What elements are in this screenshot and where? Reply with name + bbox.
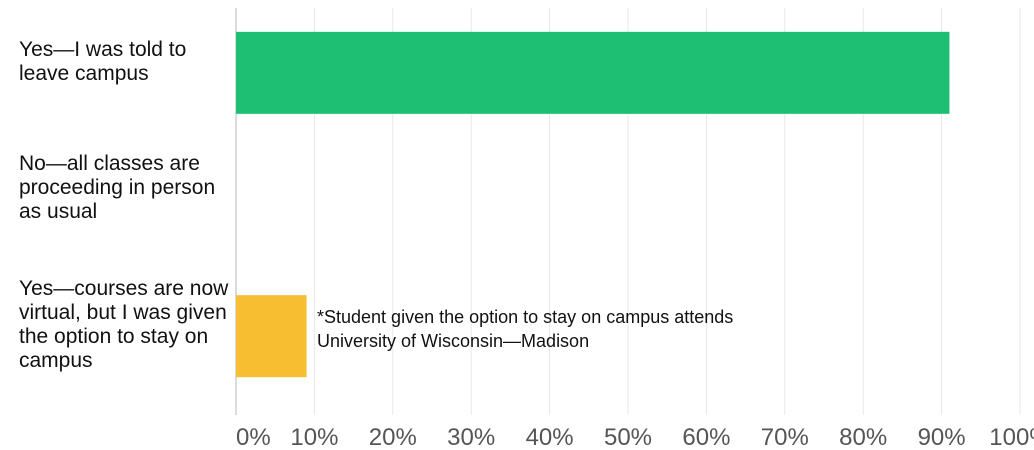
bar-2 bbox=[236, 295, 307, 378]
x-tick-label-0: 0% bbox=[236, 424, 271, 450]
x-tick-label-7: 70% bbox=[761, 424, 809, 450]
bar-0 bbox=[236, 31, 950, 114]
category-label-told-to-leave: Yes—I was told to leave campus bbox=[19, 38, 187, 85]
x-tick-label-10: 100% bbox=[989, 424, 1034, 450]
x-tick-label-6: 60% bbox=[682, 424, 730, 450]
x-tick-label-1: 10% bbox=[290, 424, 338, 450]
x-tick-label-2: 20% bbox=[369, 424, 417, 450]
x-tick-label-8: 80% bbox=[839, 424, 887, 450]
x-tick-label-3: 30% bbox=[447, 424, 495, 450]
category-label-in-person: No—all classes are proceeding in person … bbox=[19, 152, 216, 223]
bars bbox=[236, 31, 950, 378]
annotation-note: *Student given the option to stay on cam… bbox=[317, 307, 734, 351]
x-tick-label-5: 50% bbox=[604, 424, 652, 450]
x-axis-ticks: 0% 10% 20% 30% 40% 50% 60% 70% 80% 90% 100% bbox=[236, 424, 1034, 450]
x-tick-label-9: 90% bbox=[918, 424, 966, 450]
category-label-virtual-option-stay: Yes—courses are now virtual, but I was g… bbox=[19, 277, 229, 372]
x-tick-label-4: 40% bbox=[526, 424, 574, 450]
